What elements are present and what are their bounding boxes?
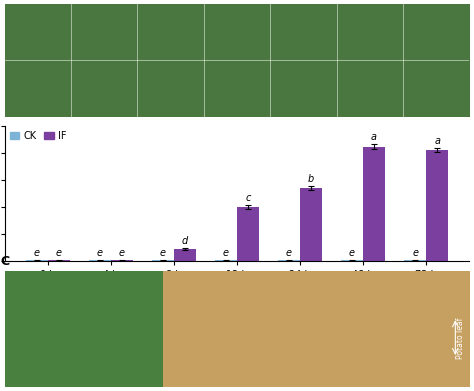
Text: C: C [0, 255, 9, 268]
Text: d: d [182, 236, 188, 246]
Bar [426, 150, 448, 261]
Bar [404, 260, 426, 261]
Bar [174, 249, 196, 261]
Bar [152, 260, 174, 261]
Text: e: e [56, 248, 62, 258]
Text: e: e [97, 248, 103, 258]
Text: a: a [434, 136, 440, 146]
Text: Potato leaf: Potato leaf [456, 317, 465, 359]
Bar [300, 188, 322, 261]
Bar [278, 260, 300, 261]
Text: e: e [34, 248, 40, 258]
Text: a: a [371, 132, 377, 142]
Bar [89, 260, 111, 261]
Bar [26, 260, 48, 261]
Text: e: e [119, 248, 125, 258]
Text: e: e [286, 248, 292, 258]
Bar [215, 260, 237, 261]
Bar [111, 260, 133, 261]
Bar [237, 207, 259, 261]
Bar [341, 260, 363, 261]
Text: e: e [160, 248, 166, 258]
Legend: CK, IF: CK, IF [9, 131, 66, 141]
Text: e: e [349, 248, 355, 258]
Bar [363, 147, 385, 261]
Text: c: c [246, 194, 251, 203]
Text: e: e [412, 248, 418, 258]
Bar [48, 260, 70, 261]
Text: e: e [223, 248, 229, 258]
Text: b: b [308, 174, 314, 184]
